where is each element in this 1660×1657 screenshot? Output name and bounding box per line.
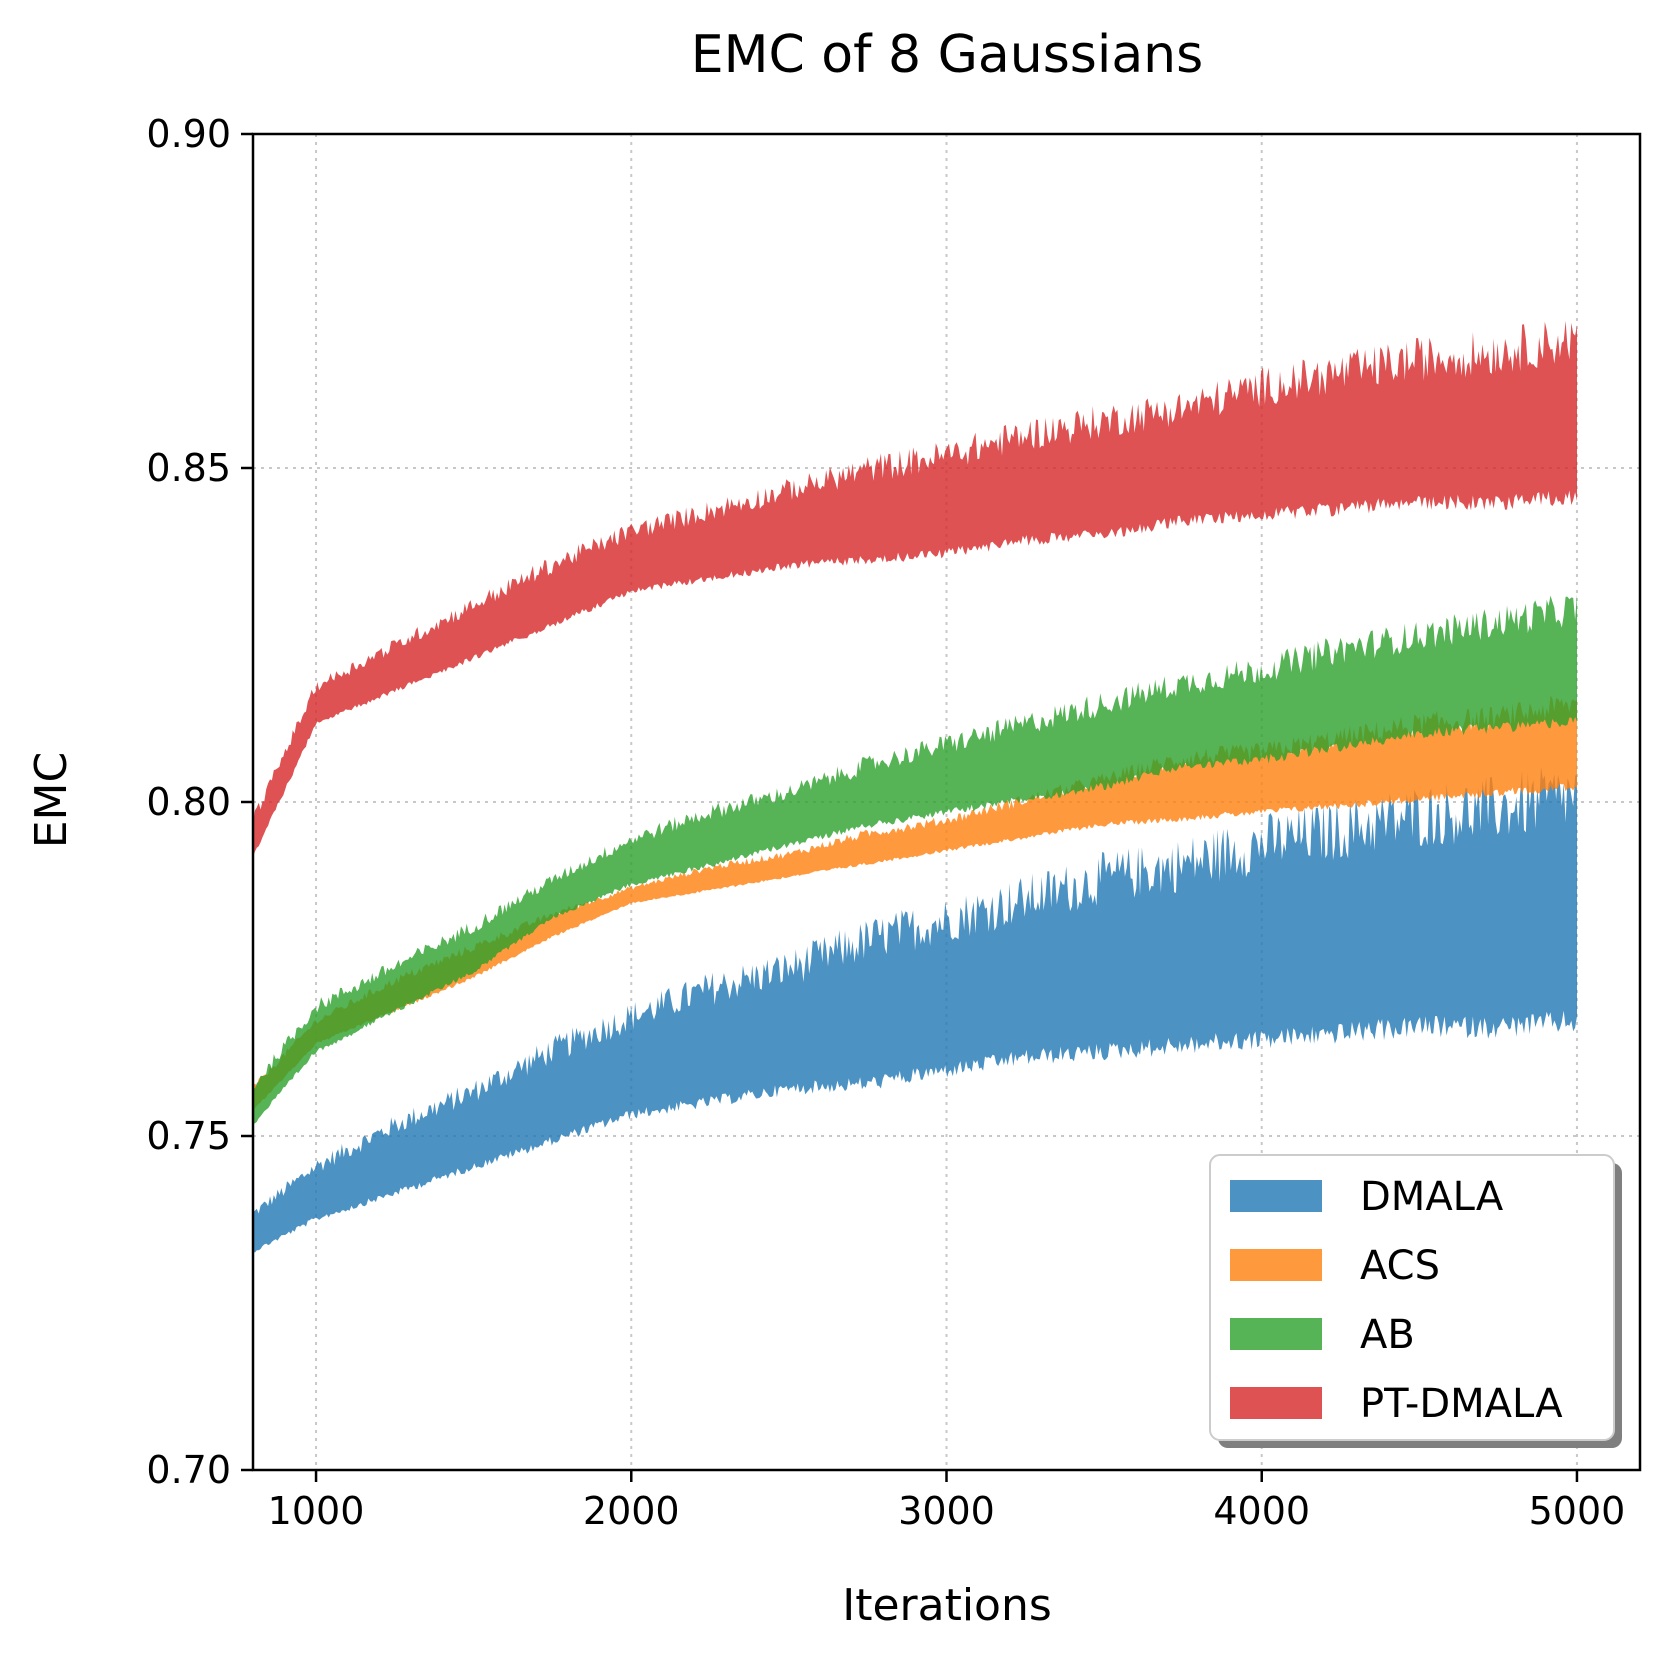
y-axis-label: EMC: [26, 752, 77, 849]
legend-label-acs: ACS: [1360, 1243, 1440, 1289]
legend: DMALA ACS AB PT-DMALA: [1209, 1154, 1622, 1448]
x-tick-label: 1000: [268, 1489, 365, 1533]
y-tick-label: 0.70: [146, 1448, 231, 1492]
y-axis: 0.70 0.75 0.80 0.85 0.90: [146, 112, 253, 1492]
x-axis-label: Iterations: [842, 1580, 1052, 1631]
plot-area: [253, 320, 1577, 1253]
band-pt-dmala: [253, 320, 1577, 858]
x-tick-label: 5000: [1529, 1489, 1626, 1533]
legend-label-ab: AB: [1360, 1312, 1415, 1358]
band-ab: [253, 594, 1577, 1124]
y-tick-label: 0.90: [146, 112, 231, 156]
legend-swatch-ab: [1230, 1318, 1322, 1350]
legend-swatch-pt-dmala: [1230, 1387, 1322, 1419]
y-tick-label: 0.85: [146, 446, 231, 490]
x-tick-label: 3000: [898, 1489, 995, 1533]
band-acs: [253, 695, 1577, 1112]
legend-label-pt-dmala: PT-DMALA: [1360, 1381, 1563, 1427]
chart-title: EMC of 8 Gaussians: [691, 25, 1203, 85]
legend-label-dmala: DMALA: [1360, 1174, 1504, 1220]
legend-box: [1209, 1154, 1615, 1441]
x-tick-label: 4000: [1213, 1489, 1310, 1533]
x-tick-label: 2000: [583, 1489, 680, 1533]
legend-swatch-dmala: [1230, 1180, 1322, 1212]
legend-swatch-acs: [1230, 1249, 1322, 1281]
y-tick-label: 0.80: [146, 780, 231, 824]
band-dmala: [253, 766, 1577, 1253]
x-axis: 1000 2000 3000 4000 5000: [268, 1470, 1626, 1533]
y-tick-label: 0.75: [146, 1114, 231, 1158]
